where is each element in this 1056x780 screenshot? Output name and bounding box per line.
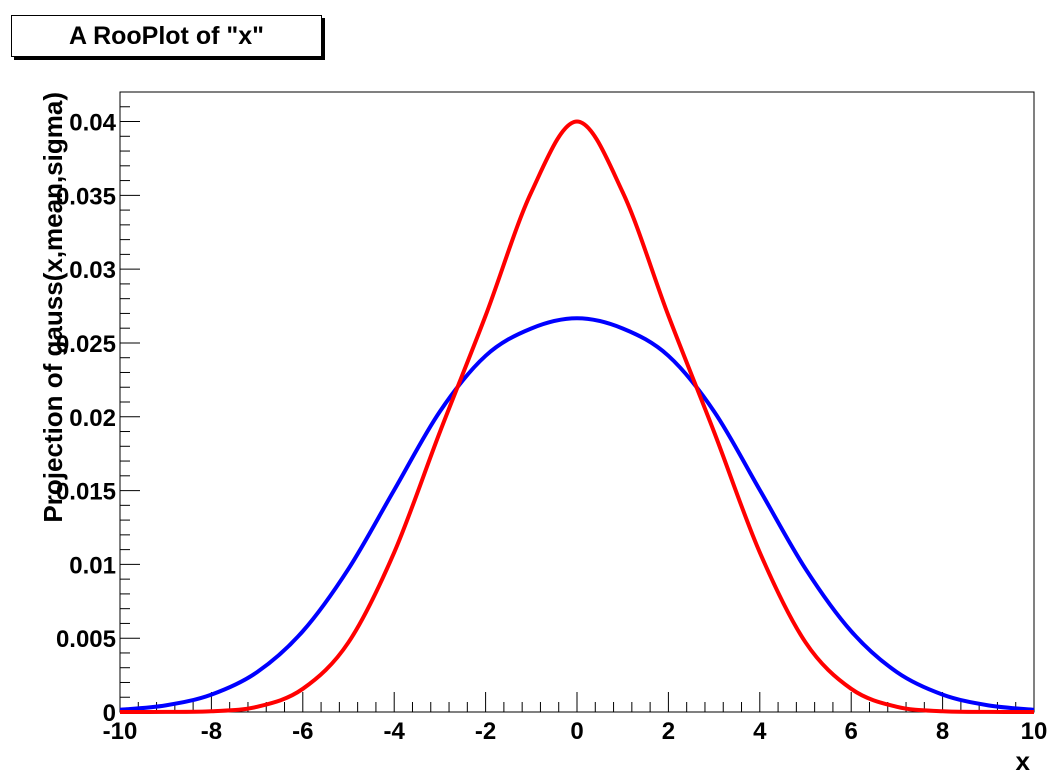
x-tick-label: -4: [384, 718, 406, 745]
x-tick-label: 6: [845, 718, 858, 745]
y-tick-label: 0.035: [56, 183, 116, 210]
x-tick-label: 4: [753, 718, 767, 745]
y-tick-label: 0.005: [56, 626, 116, 653]
x-tick-label: -8: [201, 718, 222, 745]
x-tick-label: 8: [936, 718, 949, 745]
y-tick-label: 0.025: [56, 331, 116, 358]
y-tick-label: 0.015: [56, 479, 116, 506]
series-line-blue: [119, 316, 1035, 712]
chart-title: A RooPlot of "x": [11, 15, 322, 57]
x-axis-label: x: [1016, 746, 1031, 776]
y-axis-label: Projection of gauss(x,mean,sigma): [38, 92, 68, 523]
series-line-red: [119, 119, 1035, 714]
x-tick-label: 10: [1021, 718, 1048, 745]
y-tick-label: 0.03: [69, 257, 116, 284]
y-tick-label: 0.02: [69, 405, 116, 432]
y-tick-label: 0: [103, 700, 116, 727]
x-tick-label: -6: [292, 718, 313, 745]
x-tick-label: -10: [103, 718, 138, 745]
x-tick-label: 0: [570, 718, 583, 745]
y-tick-label: 0.04: [69, 110, 116, 137]
y-tick-label: 0.01: [69, 552, 116, 579]
plot-frame: [119, 91, 1035, 713]
x-tick-label: 2: [662, 718, 675, 745]
x-tick-label: -2: [475, 718, 496, 745]
